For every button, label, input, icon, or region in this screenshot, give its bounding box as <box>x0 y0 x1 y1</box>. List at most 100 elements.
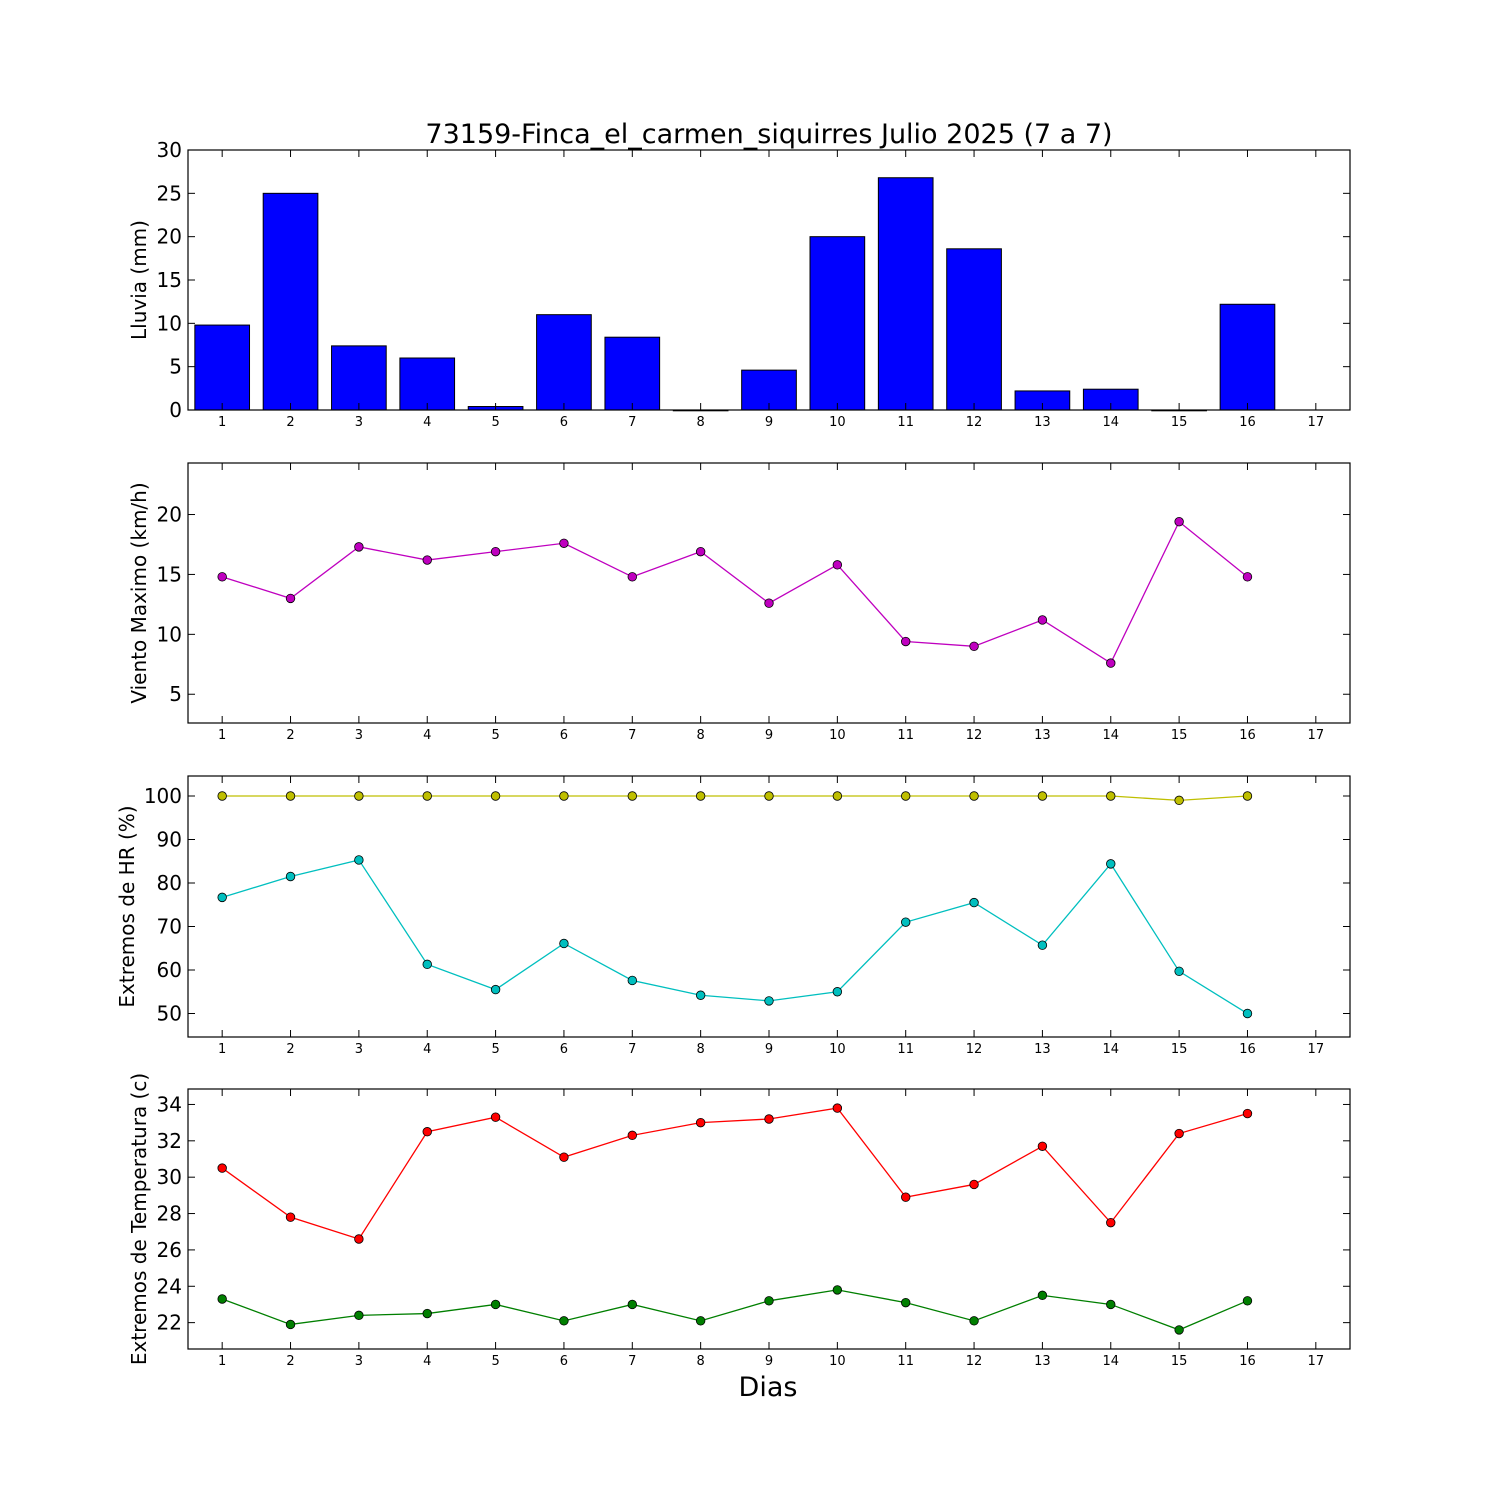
data-point-0-day-1 <box>217 791 227 801</box>
y-tick-label: 22 <box>157 1311 182 1335</box>
data-point-1-day-9 <box>764 996 774 1006</box>
data-point-0-day-11 <box>901 1192 911 1202</box>
x-tick-label: 1 <box>218 1354 226 1369</box>
x-tick-label: 17 <box>1308 1354 1325 1369</box>
x-tick-label: 9 <box>765 1354 773 1369</box>
x-tick-label: 1 <box>218 1042 226 1057</box>
data-point-1-day-13 <box>1037 940 1048 950</box>
data-point-0-day-4 <box>422 555 432 565</box>
data-point-0-day-5 <box>490 546 501 557</box>
x-tick-label: 16 <box>1239 1354 1256 1369</box>
x-tick-label: 2 <box>286 1354 294 1369</box>
data-point-0-day-9 <box>764 598 774 608</box>
data-point-1-day-11 <box>901 1297 911 1308</box>
data-point-0-day-9 <box>764 1114 774 1124</box>
data-point-0-day-7 <box>627 791 637 801</box>
x-tick-label: 9 <box>765 728 773 743</box>
data-point-0-day-13 <box>1037 791 1048 801</box>
bar-day-6 <box>536 314 592 411</box>
x-tick-label: 6 <box>560 1042 568 1057</box>
y-axis-label: Extremos de Temperatura (c) <box>127 1073 151 1365</box>
bar-day-16 <box>1219 303 1276 411</box>
x-axis-label: Dias <box>739 1372 798 1403</box>
x-tick-label: 17 <box>1308 415 1325 430</box>
x-tick-label: 8 <box>697 415 705 430</box>
x-tick-label: 2 <box>286 728 294 743</box>
data-point-0-day-1 <box>217 1163 227 1173</box>
bar-day-3 <box>331 345 387 411</box>
series-line-1 <box>221 1289 1248 1331</box>
data-point-1-day-16 <box>1242 1008 1253 1019</box>
data-point-0-day-12 <box>969 641 979 652</box>
data-point-0-day-4 <box>422 791 432 801</box>
data-point-1-day-14 <box>1106 859 1116 869</box>
data-point-0-day-14 <box>1106 1217 1116 1228</box>
y-tick-label: 0 <box>169 398 182 422</box>
x-tick-label: 15 <box>1171 728 1188 743</box>
bar-day-2 <box>262 192 319 411</box>
data-point-1-day-11 <box>901 917 911 927</box>
x-tick-label: 12 <box>966 1042 983 1057</box>
data-point-0-day-12 <box>969 791 979 801</box>
x-tick-label: 11 <box>897 1354 914 1369</box>
x-tick-label: 3 <box>355 728 363 743</box>
y-tick-label: 70 <box>157 915 182 939</box>
data-point-0-day-10 <box>832 1103 843 1113</box>
y-tick-label: 15 <box>157 268 182 292</box>
data-point-0-day-2 <box>285 791 296 801</box>
x-tick-label: 1 <box>218 728 226 743</box>
x-tick-label: 7 <box>628 1042 636 1057</box>
data-point-0-day-7 <box>627 572 637 582</box>
y-tick-label: 100 <box>144 784 182 808</box>
y-tick-label: 60 <box>157 958 182 982</box>
y-tick-label: 5 <box>169 682 182 706</box>
y-tick-label: 20 <box>157 225 182 249</box>
data-point-0-day-13 <box>1037 615 1048 625</box>
x-tick-label: 12 <box>966 415 983 430</box>
x-tick-label: 15 <box>1171 1042 1188 1057</box>
data-point-0-day-3 <box>354 1234 364 1244</box>
y-tick-label: 30 <box>157 1165 182 1189</box>
data-point-1-day-12 <box>969 897 979 908</box>
data-point-0-day-10 <box>832 791 843 801</box>
x-tick-label: 8 <box>697 1354 705 1369</box>
x-tick-label: 12 <box>966 1354 983 1369</box>
x-tick-label: 14 <box>1102 1354 1119 1369</box>
x-tick-label: 9 <box>765 1042 773 1057</box>
x-tick-label: 10 <box>829 728 846 743</box>
data-point-1-day-1 <box>217 892 227 903</box>
y-tick-label: 30 <box>157 138 182 162</box>
data-point-0-day-11 <box>901 791 911 801</box>
bar-day-10 <box>809 236 866 411</box>
data-point-0-day-14 <box>1106 791 1116 801</box>
bar-day-1 <box>194 324 251 411</box>
series-line-0 <box>222 795 1248 802</box>
x-tick-label: 4 <box>423 728 431 743</box>
bar-day-4 <box>399 357 456 411</box>
x-tick-label: 2 <box>286 415 294 430</box>
plot-frame <box>187 462 1351 724</box>
y-axis-label: Viento Maximo (km/h) <box>127 482 151 703</box>
data-point-1-day-7 <box>627 975 637 986</box>
x-tick-label: 6 <box>560 728 568 743</box>
data-point-0-day-7 <box>627 1130 637 1141</box>
x-tick-label: 10 <box>829 415 846 430</box>
plot-frame <box>187 1088 1351 1350</box>
x-tick-label: 7 <box>628 415 636 430</box>
data-point-1-day-1 <box>217 1294 227 1304</box>
y-tick-label: 10 <box>157 311 182 335</box>
data-point-1-day-6 <box>559 938 569 949</box>
data-point-0-day-10 <box>832 560 843 570</box>
data-point-1-day-15 <box>1174 1325 1184 1335</box>
x-tick-label: 12 <box>966 728 983 743</box>
x-tick-label: 15 <box>1171 415 1188 430</box>
y-tick-label: 10 <box>157 622 182 646</box>
y-tick-label: 32 <box>157 1129 182 1153</box>
data-point-1-day-2 <box>285 1319 296 1330</box>
series-line-0 <box>221 520 1248 665</box>
y-tick-label: 26 <box>157 1238 182 1262</box>
x-tick-label: 11 <box>897 415 914 430</box>
x-tick-label: 11 <box>897 728 914 743</box>
data-point-1-day-13 <box>1037 1290 1048 1301</box>
data-point-1-day-16 <box>1242 1296 1253 1306</box>
